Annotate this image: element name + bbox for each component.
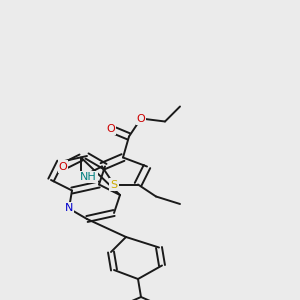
Text: O: O (58, 161, 68, 172)
Text: S: S (110, 179, 118, 190)
Text: O: O (106, 124, 116, 134)
Text: N: N (65, 203, 73, 214)
Text: NH: NH (80, 172, 97, 182)
Text: O: O (136, 113, 146, 124)
